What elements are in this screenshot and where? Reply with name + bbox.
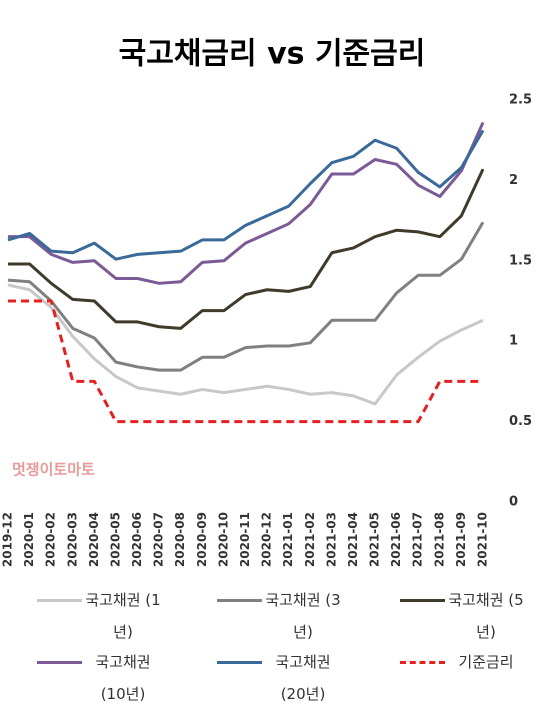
x-tick-label: 2020-10	[216, 512, 230, 567]
x-tick-label: 2020-11	[238, 512, 252, 567]
watermark: 멋쟁이토마토	[12, 461, 95, 479]
legend-label: 국고채권 (1년)	[85, 591, 161, 641]
x-tick-label: 2020-07	[152, 512, 166, 567]
legend-swatch	[400, 661, 445, 664]
x-tick-label: 2021-06	[389, 512, 403, 567]
legend-swatch	[217, 661, 262, 664]
x-tick-label: 2020-12	[260, 512, 274, 567]
x-tick-label: 2021-09	[454, 512, 468, 567]
legend-swatch	[37, 661, 82, 664]
legend-label: 기준금리	[458, 653, 514, 671]
y-tick-label: 1.5	[509, 253, 532, 268]
x-tick-label: 2021-05	[368, 512, 382, 567]
series-line	[7, 283, 484, 406]
x-tick-label: 2021-08	[432, 512, 446, 567]
x-tick-label: 2020-04	[87, 512, 101, 567]
chart-title: 국고채금리 vs 기준금리	[119, 37, 426, 72]
x-tick-label: 2020-06	[130, 512, 144, 567]
x-tick-label: 2020-01	[22, 512, 36, 567]
x-tick-label: 2020-08	[173, 512, 187, 567]
legend-swatch	[217, 599, 262, 602]
legend-label: 국고채권 (5년)	[448, 591, 524, 641]
series-line	[8, 121, 485, 285]
y-tick-label: 1	[509, 334, 518, 349]
x-tick-label: 2020-03	[65, 512, 79, 567]
x-tick-label: 2019-12	[1, 512, 15, 567]
series-line	[8, 299, 483, 424]
series-line	[7, 129, 485, 261]
y-tick-label: 2.5	[509, 93, 532, 108]
x-tick-label: 2020-09	[195, 512, 209, 567]
legend-swatch	[37, 599, 82, 602]
legend-label: 국고채권 (10년)	[95, 653, 151, 703]
legend-label: 국고채권 (20년)	[275, 653, 331, 703]
x-tick-label: 2021-04	[346, 512, 360, 567]
legend-swatch	[400, 599, 445, 602]
series-line	[8, 168, 485, 330]
y-tick-label: 0	[509, 495, 518, 510]
x-tick-label: 2021-07	[411, 512, 425, 567]
series-line	[7, 221, 485, 372]
x-tick-label: 2021-03	[324, 512, 338, 567]
x-tick-label: 2021-10	[476, 512, 490, 567]
x-tick-label: 2020-02	[44, 512, 58, 567]
x-tick-label: 2021-01	[281, 512, 295, 567]
legend-label: 국고채권 (3년)	[265, 591, 341, 641]
x-tick-label: 2021-02	[303, 512, 317, 567]
x-tick-label: 2020-05	[108, 512, 122, 567]
y-tick-label: 2	[509, 173, 518, 188]
y-tick-label: 0.5	[509, 414, 532, 429]
